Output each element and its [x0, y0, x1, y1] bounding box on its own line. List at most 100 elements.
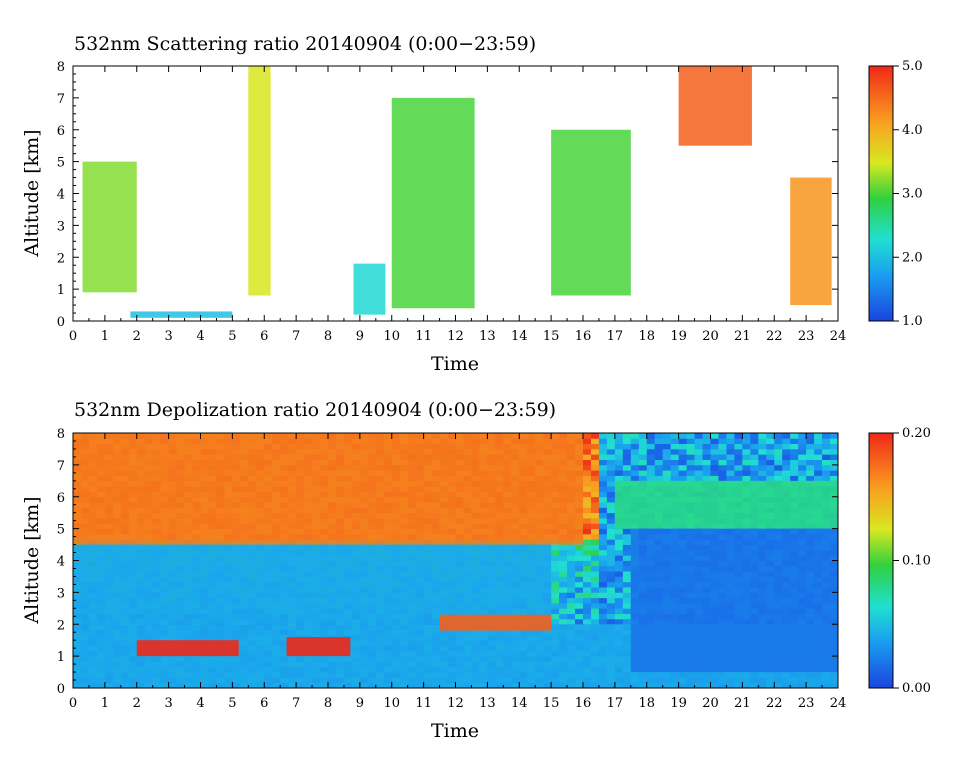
heatmap-cell [710, 459, 719, 466]
heatmap-cell [583, 470, 592, 476]
x-tick-label: 18 [638, 329, 655, 344]
heatmap-cell [678, 464, 687, 471]
heatmap-cell [590, 433, 600, 439]
heatmap-feature [678, 66, 752, 146]
heatmap-cell [590, 491, 600, 498]
colorbar-tick-label: 0.20 [902, 426, 931, 441]
heatmap-cell [598, 507, 608, 514]
heatmap-cell [678, 470, 687, 476]
heatmap-cell [575, 544, 584, 551]
heatmap-cell [806, 454, 815, 460]
heatmap-cell [790, 448, 799, 455]
heatmap-feature [630, 528, 838, 673]
heatmap-cell [742, 464, 751, 471]
heatmap-cell [830, 459, 839, 466]
heatmap-cell [583, 491, 592, 498]
x-tick-label: 2 [133, 329, 141, 344]
heatmap-cell [646, 443, 656, 450]
colorbar-tick-label: 3.0 [902, 187, 923, 202]
heatmap-cell [598, 555, 608, 561]
heatmap-cell [630, 448, 640, 455]
heatmap-cell [551, 592, 560, 599]
heatmap-cell [822, 475, 831, 482]
heatmap-cell [766, 448, 775, 455]
colorbar-tick-label: 4.0 [902, 123, 923, 138]
heatmap-cell [806, 459, 815, 466]
heatmap-cell [630, 454, 640, 460]
x-tick-label: 12 [447, 329, 464, 344]
heatmap-cell [662, 438, 672, 445]
heatmap-cell [598, 454, 608, 460]
heatmap-cell [606, 533, 616, 540]
heatmap-cell [614, 618, 624, 625]
x-tick-label: 6 [260, 696, 268, 711]
heatmap-cell [798, 454, 807, 460]
heatmap-cell [598, 464, 608, 471]
heatmap-cell [590, 608, 600, 615]
heatmap-cell [606, 587, 616, 593]
heatmap-cell [567, 608, 576, 615]
heatmap-cell [622, 565, 632, 572]
heatmap-cell [559, 608, 568, 615]
heatmap-cell [622, 613, 632, 620]
heatmap-cell [670, 448, 680, 455]
heatmap-cell [742, 475, 751, 482]
heatmap-cell [583, 549, 592, 556]
heatmap-cell [598, 618, 608, 625]
heatmap-cell [614, 549, 624, 556]
heatmap-cell [598, 603, 608, 609]
heatmap-cell [638, 433, 648, 439]
heatmap-cell [583, 608, 592, 615]
heatmap-cell [606, 454, 616, 460]
heatmap-cell [718, 464, 727, 471]
heatmap-cell [718, 443, 727, 450]
depolarization-colorbar-ticks: 0.000.100.20 [893, 426, 931, 696]
heatmap-cell [734, 438, 743, 445]
heatmap-cell [575, 555, 584, 561]
heatmap-cell [774, 454, 783, 460]
heatmap-cell [583, 486, 592, 492]
x-tick-label: 19 [670, 329, 687, 344]
heatmap-cell [614, 533, 624, 540]
heatmap-cell [583, 571, 592, 577]
scattering-title: 532nm Scattering ratio 20140904 (0:00−23… [74, 33, 536, 55]
heatmap-cell [559, 560, 568, 567]
heatmap-cell [694, 448, 703, 455]
heatmap-cell [598, 480, 608, 487]
heatmap-cell [670, 459, 680, 466]
heatmap-cell [758, 433, 767, 439]
heatmap-cell [622, 581, 632, 588]
heatmap-cell [622, 618, 632, 625]
heatmap-cell [598, 587, 608, 593]
heatmap-cell [598, 433, 608, 439]
x-tick-label: 1 [101, 696, 109, 711]
heatmap-cell [614, 470, 624, 476]
heatmap-cell [654, 470, 664, 476]
y-tick-label: 7 [57, 459, 65, 474]
heatmap-cell [726, 433, 735, 439]
x-tick-label: 24 [830, 696, 847, 711]
heatmap-cell [798, 464, 807, 471]
heatmap-cell [790, 443, 799, 450]
heatmap-cell [551, 581, 560, 588]
x-tick-label: 14 [511, 329, 528, 344]
heatmap-cell [798, 438, 807, 445]
heatmap-cell [551, 587, 560, 593]
heatmap-cell [598, 539, 608, 545]
heatmap-cell [583, 555, 592, 561]
heatmap-cell [750, 448, 759, 455]
heatmap-cell [654, 459, 664, 466]
heatmap-cell [734, 448, 743, 455]
heatmap-cell [830, 443, 839, 450]
heatmap-cell [583, 597, 592, 604]
scattering-plot-area [82, 66, 832, 318]
heatmap-cell [590, 528, 600, 535]
heatmap-cell [622, 470, 632, 476]
heatmap-cell [575, 565, 584, 572]
x-tick-label: 24 [830, 329, 847, 344]
heatmap-cell [622, 528, 632, 535]
heatmap-cell [606, 571, 616, 577]
heatmap-cell [559, 597, 568, 604]
heatmap-cell [583, 613, 592, 620]
heatmap-cell [622, 448, 632, 455]
